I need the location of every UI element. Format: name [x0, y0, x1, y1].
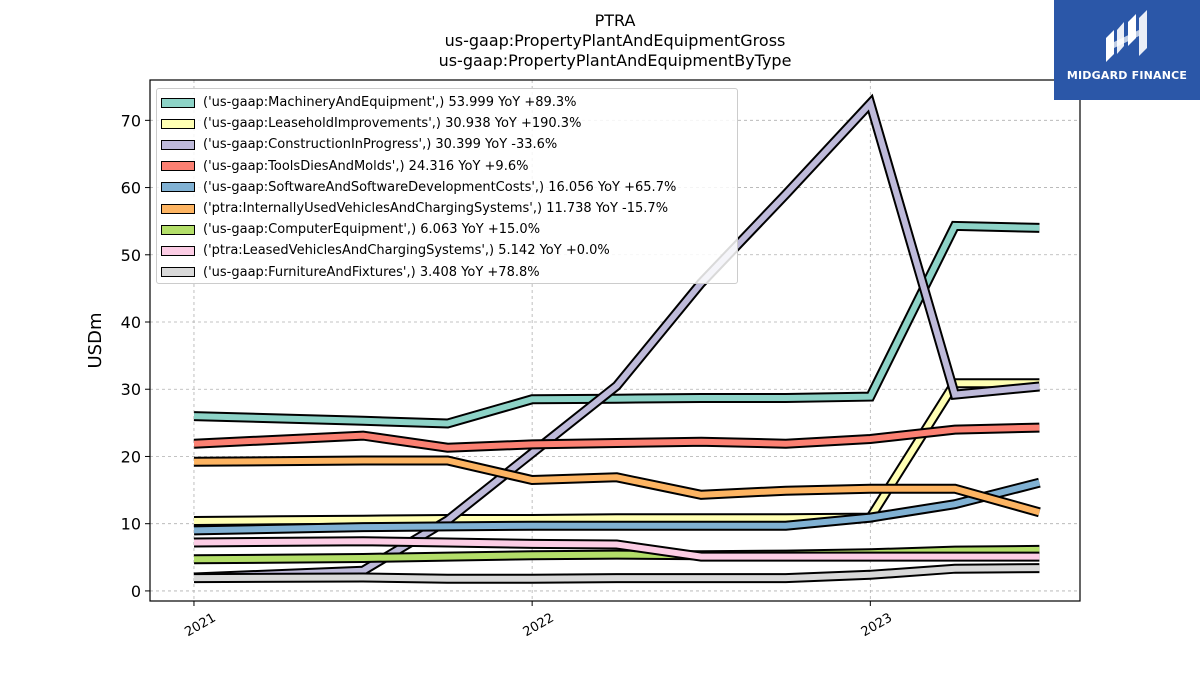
series-line-1: [193, 380, 1040, 524]
series-line-7: [193, 538, 1040, 560]
series-line-3: [193, 424, 1040, 451]
legend-swatch: [161, 245, 195, 256]
x-tick-label: 2022: [521, 611, 557, 641]
legend-label: ('us-gaap:LeaseholdImprovements',) 30.93…: [203, 116, 582, 132]
series-line-4: [193, 479, 1041, 534]
legend-swatch: [161, 118, 195, 129]
legend-label: ('us-gaap:SoftwareAndSoftwareDevelopment…: [203, 179, 677, 195]
y-tick-label: 30: [121, 380, 141, 399]
chart-title: PTRA: [594, 11, 636, 30]
chart-title-block: PTRA us-gaap:PropertyPlantAndEquipmentGr…: [0, 11, 1200, 71]
y-tick-label: 70: [121, 111, 141, 130]
series-line-5: [193, 457, 1041, 516]
y-tick-label: 20: [121, 447, 141, 466]
brand-logo-text: MIDGARD FINANCE: [1066, 69, 1188, 82]
legend-label: ('ptra:InternallyUsedVehiclesAndCharging…: [203, 201, 669, 217]
series-line-0: [193, 222, 1040, 427]
midgard-logo-mark-icon: [1106, 10, 1147, 62]
legend-label: ('us-gaap:ToolsDiesAndMolds',) 24.316 Yo…: [203, 158, 529, 174]
legend-swatch: [161, 224, 195, 235]
y-tick-label: 40: [121, 313, 141, 332]
legend-item: ('us-gaap:SoftwareAndSoftwareDevelopment…: [161, 177, 737, 198]
y-tick-label: 0: [131, 582, 141, 601]
legend-swatch: [161, 161, 195, 172]
legend-swatch: [161, 203, 195, 214]
x-tick-label: 2021: [182, 611, 218, 641]
legend-item: ('us-gaap:LeaseholdImprovements',) 30.93…: [161, 113, 737, 134]
legend-item: ('ptra:LeasedVehiclesAndChargingSystems'…: [161, 240, 737, 261]
legend-swatch: [161, 267, 195, 278]
legend-item: ('us-gaap:ToolsDiesAndMolds',) 24.316 Yo…: [161, 156, 737, 177]
chart-subtitle-1: us-gaap:PropertyPlantAndEquipmentGross: [444, 31, 786, 50]
y-tick-label: 60: [121, 179, 141, 198]
legend-swatch: [161, 139, 195, 150]
legend-swatch: [161, 182, 195, 193]
plot-frame: [149, 79, 1081, 602]
legend-item: ('us-gaap:FurnitureAndFixtures',) 3.408 …: [161, 262, 737, 283]
legend-label: ('us-gaap:MachineryAndEquipment',) 53.99…: [203, 95, 577, 111]
legend-item: ('us-gaap:ConstructionInProgress',) 30.3…: [161, 134, 737, 155]
legend-label: ('us-gaap:ConstructionInProgress',) 30.3…: [203, 137, 558, 153]
legend-label: ('ptra:LeasedVehiclesAndChargingSystems'…: [203, 243, 610, 259]
chart-legend: ('us-gaap:MachineryAndEquipment',) 53.99…: [156, 88, 738, 284]
brand-logo: MIDGARD FINANCE: [1054, 0, 1200, 100]
legend-item: ('ptra:InternallyUsedVehiclesAndCharging…: [161, 198, 737, 219]
y-tick-label: 50: [121, 246, 141, 265]
x-tick-label: 2023: [859, 611, 895, 641]
legend-swatch: [161, 97, 195, 108]
y-tick-label: 10: [121, 515, 141, 534]
legend-label: ('us-gaap:ComputerEquipment',) 6.063 YoY…: [203, 222, 541, 238]
legend-label: ('us-gaap:FurnitureAndFixtures',) 3.408 …: [203, 264, 540, 280]
series-line-8: [193, 565, 1040, 582]
y-axis-label: USDm: [85, 313, 106, 369]
legend-item: ('us-gaap:MachineryAndEquipment',) 53.99…: [161, 92, 737, 113]
legend-item: ('us-gaap:ComputerEquipment',) 6.063 YoY…: [161, 219, 737, 240]
chart-subtitle-2: us-gaap:PropertyPlantAndEquipmentByType: [438, 51, 792, 70]
